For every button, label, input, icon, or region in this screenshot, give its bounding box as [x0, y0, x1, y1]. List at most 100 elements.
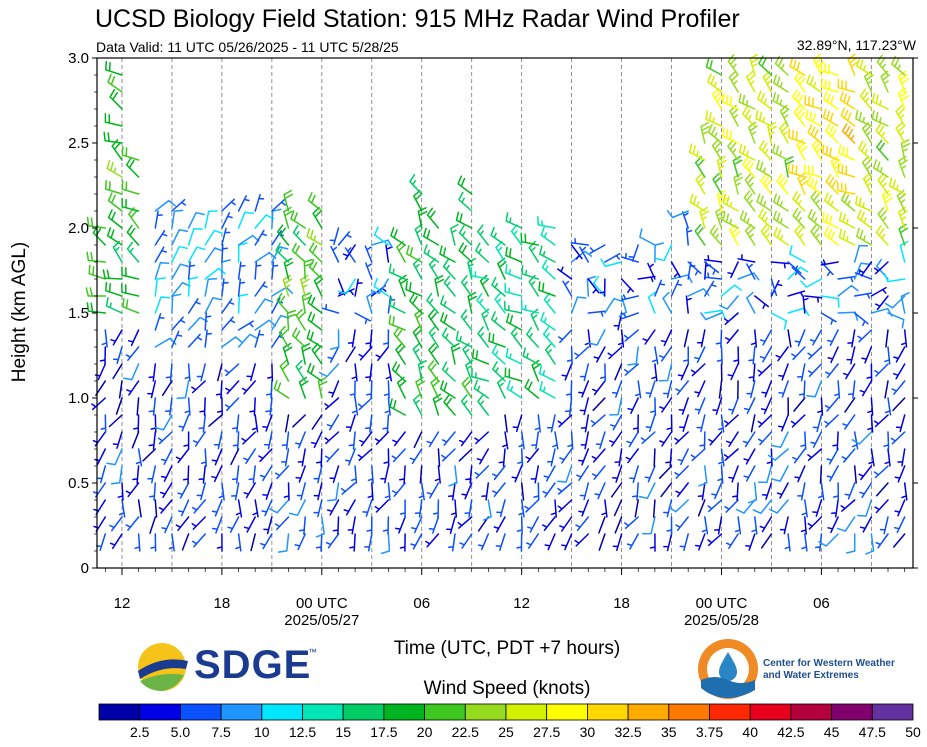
- wind-barb: [460, 394, 473, 416]
- wind-barb: [600, 258, 623, 268]
- wind-barb: [306, 329, 323, 348]
- wind-barb: [666, 414, 673, 433]
- wind-barb: [388, 314, 406, 331]
- wind-barb: [743, 190, 756, 212]
- wind-barb: [550, 499, 557, 518]
- wind-barb: [809, 329, 823, 346]
- wind-barb: [105, 297, 123, 314]
- wind-barb: [250, 533, 256, 552]
- wind-barb: [271, 246, 289, 263]
- wind-barb: [283, 482, 290, 501]
- wind-barb: [733, 346, 740, 365]
- wind-barb: [310, 431, 323, 449]
- wind-barb: [718, 448, 725, 467]
- wind-barb: [142, 448, 157, 462]
- wind-barb: [771, 465, 789, 482]
- wind-barb: [178, 414, 190, 432]
- wind-barb: [727, 363, 739, 381]
- wind-barb: [104, 113, 123, 127]
- wind-barb: [520, 482, 525, 501]
- wind-barb: [115, 397, 123, 415]
- wind-barb: [187, 333, 203, 348]
- wind-barb: [759, 516, 773, 533]
- wind-barb: [432, 499, 440, 518]
- wind-barb: [441, 327, 456, 348]
- wind-barb: [349, 533, 356, 552]
- wind-barb: [254, 229, 268, 246]
- wind-barb: [844, 397, 856, 413]
- wind-barb: [337, 231, 352, 246]
- sdge-wordmark: SDGE: [194, 643, 312, 687]
- wind-barb: [704, 309, 726, 319]
- wind-barb: [897, 448, 906, 467]
- wind-barb: [204, 247, 224, 263]
- data-valid-range: Data Valid: 11 UTC 05/26/2025 - 11 UTC 5…: [96, 39, 399, 55]
- wind-barb: [216, 533, 223, 552]
- wind-barb: [685, 295, 692, 314]
- wind-barb: [118, 499, 126, 518]
- wind-barb: [639, 228, 656, 246]
- wind-barb: [701, 516, 709, 535]
- wind-barb: [504, 282, 523, 297]
- wind-barb: [150, 533, 157, 552]
- wind-barb: [274, 516, 290, 531]
- wind-barb: [820, 62, 839, 76]
- wind-barb: [441, 361, 456, 382]
- wind-barb: [154, 210, 163, 229]
- wind-barb: [791, 346, 806, 361]
- wind-barb: [126, 241, 140, 263]
- wind-barb: [230, 448, 240, 466]
- wind-barb: [704, 280, 717, 297]
- wind-barb: [853, 312, 869, 327]
- wind-barb: [439, 380, 456, 399]
- wind-barb: [613, 499, 623, 517]
- wind-barb: [184, 397, 191, 416]
- wind-barb: [96, 465, 107, 484]
- wind-barb: [259, 465, 273, 482]
- wind-barb: [221, 198, 236, 212]
- wind-barb: [792, 191, 806, 212]
- wind-barb: [655, 244, 673, 262]
- wind-barb: [382, 414, 390, 433]
- wind-barb: [859, 88, 873, 110]
- wind-barb: [288, 499, 306, 516]
- wind-barb: [279, 359, 290, 382]
- y-tick-label: 2.0: [68, 220, 89, 237]
- wind-barb: [761, 380, 773, 398]
- wind-barb: [778, 363, 789, 381]
- wind-barb: [791, 89, 806, 110]
- colorbar-swatch: [139, 703, 181, 721]
- wind-barb: [579, 246, 590, 263]
- wind-barb: [696, 329, 706, 348]
- x-tick-label: 18: [613, 595, 630, 612]
- wind-barb: [347, 329, 356, 348]
- wind-barb: [700, 121, 711, 144]
- wind-barb: [599, 278, 606, 297]
- wind-barb: [543, 465, 556, 482]
- sdge-sun-icon: [138, 643, 188, 691]
- wind-barb: [827, 346, 839, 364]
- wind-barb: [564, 397, 573, 416]
- wind-barb: [871, 110, 889, 127]
- wind-barb: [598, 516, 606, 534]
- cw3e-name-line1: Center for Western Weather: [763, 658, 895, 669]
- wind-barb: [390, 227, 406, 246]
- wind-barb: [111, 139, 123, 161]
- wind-barb: [772, 210, 789, 229]
- wind-barb: [537, 215, 556, 229]
- wind-barb: [148, 397, 157, 416]
- wind-barb: [804, 95, 823, 110]
- wind-barb: [649, 533, 656, 552]
- wind-barb: [859, 380, 873, 397]
- wind-barb: [679, 533, 689, 552]
- wind-barb: [690, 363, 706, 377]
- wind-barb: [887, 312, 905, 329]
- wind-barb: [749, 53, 760, 76]
- wind-barb: [770, 261, 790, 269]
- wind-barb: [755, 109, 773, 127]
- wind-barb: [728, 397, 739, 415]
- wind-barb: [694, 533, 706, 551]
- wind-barb: [681, 211, 689, 229]
- wind-barb: [365, 329, 373, 348]
- wind-barb: [821, 212, 839, 229]
